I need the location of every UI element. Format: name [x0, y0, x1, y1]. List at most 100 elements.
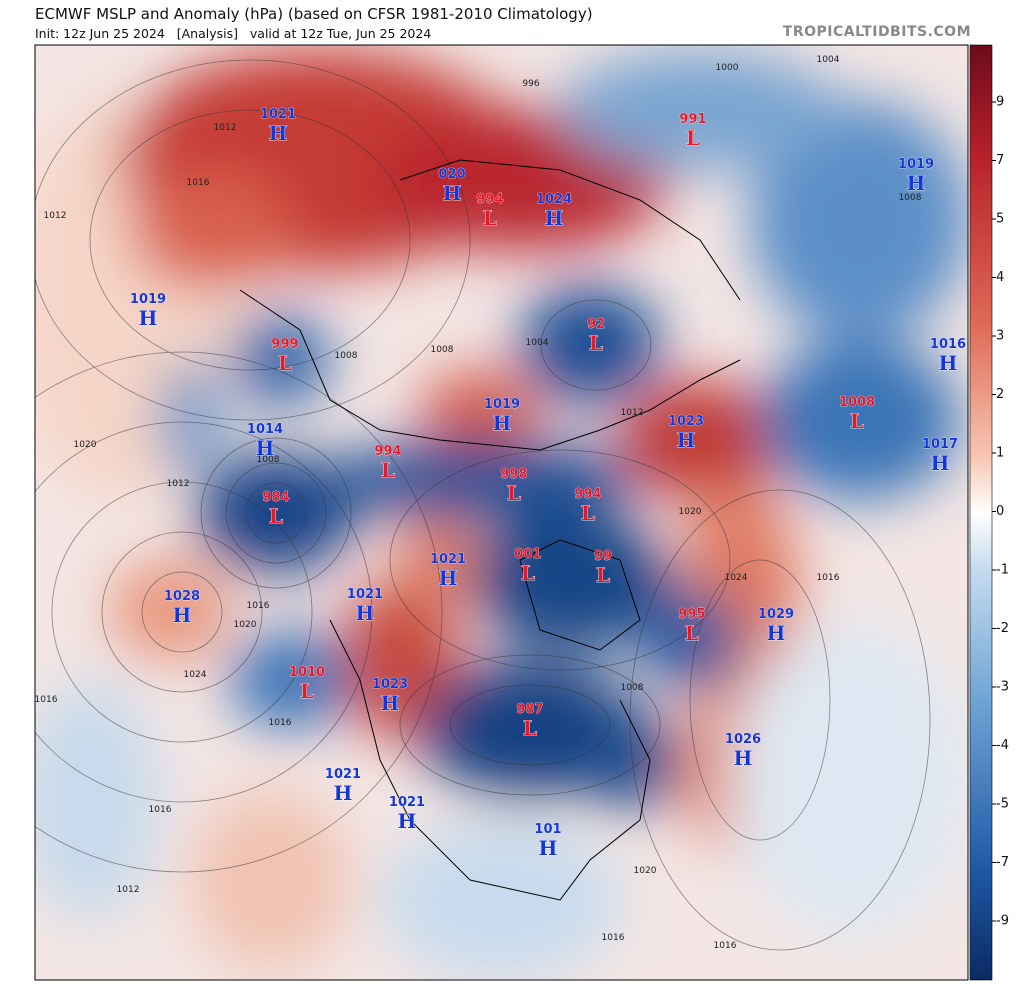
- center-letter: H: [334, 781, 353, 805]
- center-letter: L: [300, 679, 314, 703]
- contour-label: 1012: [44, 211, 67, 221]
- center-letter: L: [269, 504, 283, 528]
- center-value: 1021: [430, 552, 466, 567]
- contour-label: 1020: [234, 620, 257, 630]
- center-value: 984: [262, 490, 289, 505]
- contour-label: 996: [522, 79, 539, 89]
- center-letter: L: [507, 481, 521, 505]
- center-letter: L: [381, 458, 395, 482]
- center-value: 1023: [668, 414, 704, 429]
- center-value: 991: [679, 112, 706, 127]
- center-value: 1021: [347, 587, 383, 602]
- colorbar-tick-label: 7: [996, 153, 1004, 168]
- center-letter: H: [677, 428, 696, 452]
- center-value: 92: [587, 317, 605, 332]
- colorbar-tick-label: -9: [996, 914, 1009, 929]
- center-value: 1010: [289, 665, 325, 680]
- center-letter: H: [256, 436, 275, 460]
- contour-label: 1008: [899, 193, 922, 203]
- center-value: 101: [534, 822, 561, 837]
- colorbar-tick-label: -4: [996, 738, 1009, 753]
- anomaly-field: [35, 45, 968, 980]
- colorbar-tick-label: 3: [996, 329, 1004, 344]
- center-letter: H: [539, 836, 558, 860]
- center-letter: H: [269, 121, 288, 145]
- colorbar-tick-label: -1: [996, 563, 1009, 578]
- contour-label: 1020: [679, 507, 702, 517]
- center-value: 1016: [930, 337, 966, 352]
- colorbar-tick-label: 0: [996, 504, 1004, 519]
- contour-label: 1016: [817, 573, 840, 583]
- colorbar-tick-label: 1: [996, 446, 1004, 461]
- colorbar-tick-label: -7: [996, 855, 1009, 870]
- map-frame: [34, 44, 969, 981]
- center-letter: L: [581, 501, 595, 525]
- center-letter: L: [850, 409, 864, 433]
- colorbar-tick-label: 2: [996, 387, 1004, 402]
- center-value: 1014: [247, 422, 283, 437]
- contour-label: 1012: [621, 408, 644, 418]
- contour-label: 1008: [621, 683, 644, 693]
- center-letter: H: [931, 451, 950, 475]
- center-letter: H: [139, 306, 158, 330]
- contour-label: 1012: [214, 123, 237, 133]
- center-value: 994: [476, 192, 503, 207]
- center-value: 1019: [130, 292, 166, 307]
- contour-label: 1000: [716, 63, 739, 73]
- center-letter: L: [686, 126, 700, 150]
- center-letter: H: [907, 171, 926, 195]
- center-value: 1021: [325, 767, 361, 782]
- contour-label: 1024: [725, 573, 748, 583]
- center-letter: H: [356, 601, 375, 625]
- center-value: 1028: [164, 589, 200, 604]
- contour-label: 1008: [257, 455, 280, 465]
- center-value: 1029: [758, 607, 794, 622]
- center-value: 998: [500, 467, 527, 482]
- center-letter: L: [685, 621, 699, 645]
- center-letter: H: [439, 566, 458, 590]
- center-letter: L: [589, 331, 603, 355]
- map-subtitle: Init: 12z Jun 25 2024 [Analysis] valid a…: [35, 26, 432, 41]
- center-letter: L: [596, 563, 610, 587]
- contour-label: 1016: [247, 601, 270, 611]
- center-value: 99: [594, 549, 612, 564]
- center-letter: L: [483, 206, 497, 230]
- contour-label: 1016: [35, 695, 58, 705]
- colorbar: [969, 44, 993, 981]
- center-value: 994: [374, 444, 401, 459]
- colorbar-tick-label: -3: [996, 680, 1009, 695]
- center-value: 1024: [536, 192, 572, 207]
- center-value: 994: [574, 487, 601, 502]
- center-letter: H: [767, 621, 786, 645]
- contour-label: 1008: [335, 351, 358, 361]
- center-letter: H: [443, 181, 462, 205]
- credit: TROPICALTIDBITS.COM: [782, 24, 971, 40]
- center-letter: H: [381, 691, 400, 715]
- center-value: 1019: [898, 157, 934, 172]
- center-value: 1026: [725, 732, 761, 747]
- center-letter: H: [398, 809, 417, 833]
- center-value: 020: [438, 167, 465, 182]
- center-letter: H: [545, 206, 564, 230]
- contour-label: 1004: [817, 55, 840, 65]
- center-letter: L: [523, 716, 537, 740]
- center-value: 1023: [372, 677, 408, 692]
- contour-label: 1020: [74, 440, 97, 450]
- center-value: 987: [516, 702, 543, 717]
- contour-label: 1024: [184, 670, 207, 680]
- center-value: 995: [678, 607, 705, 622]
- center-letter: H: [493, 411, 512, 435]
- center-value: 001: [514, 547, 541, 562]
- contour-label: 1016: [269, 718, 292, 728]
- colorbar-tick-label: 5: [996, 212, 1004, 227]
- center-letter: H: [173, 603, 192, 627]
- colorbar-tick-label: 4: [996, 270, 1004, 285]
- colorbar-tick-label: -2: [996, 621, 1009, 636]
- center-letter: L: [521, 561, 535, 585]
- contour-label: 1016: [187, 178, 210, 188]
- center-letter: H: [939, 351, 958, 375]
- contour-label: 1004: [526, 338, 549, 348]
- colorbar-tick-label: 9: [996, 95, 1004, 110]
- center-letter: H: [734, 746, 753, 770]
- contour-label: 1016: [714, 941, 737, 951]
